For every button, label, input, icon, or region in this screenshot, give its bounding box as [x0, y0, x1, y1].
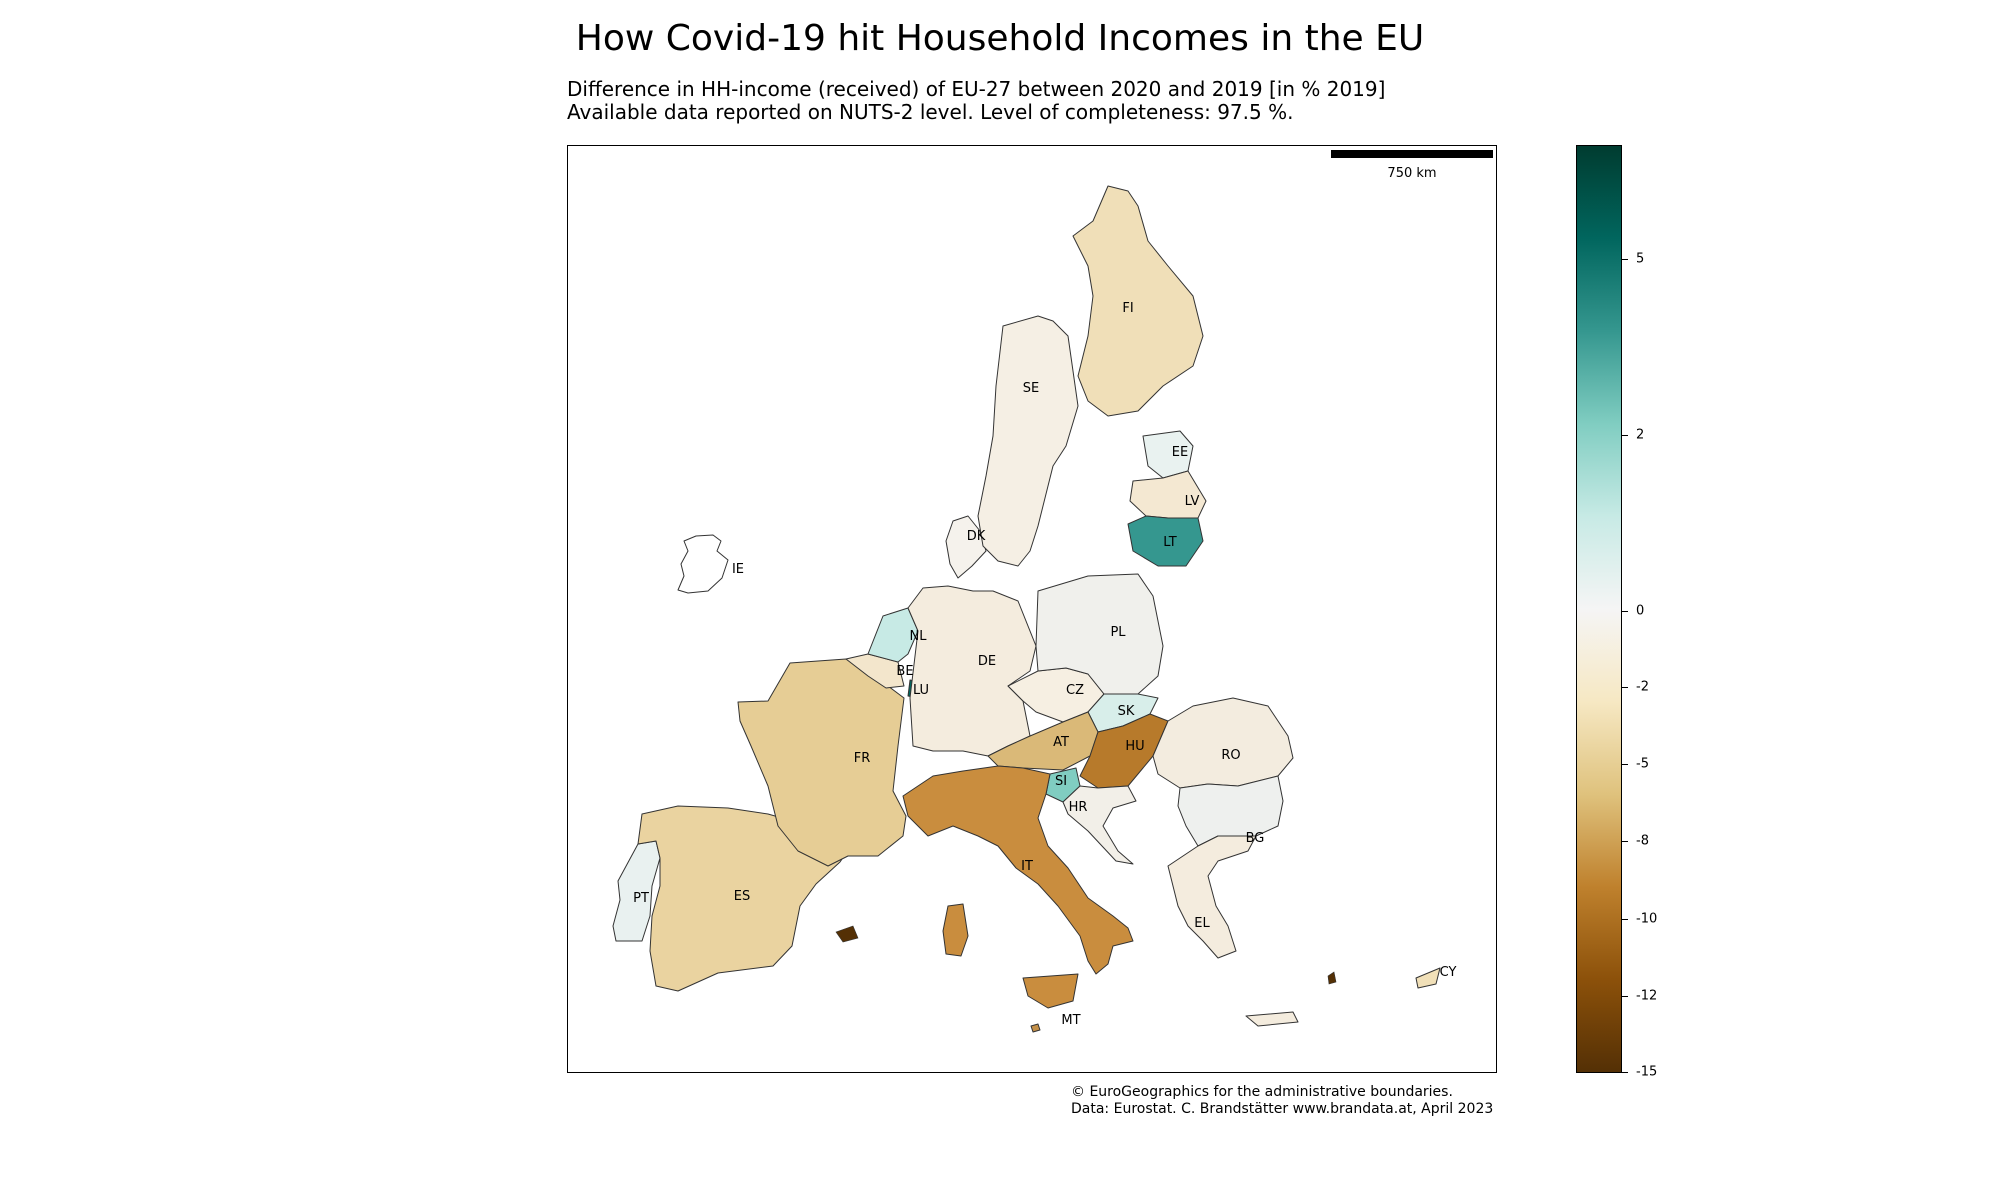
country-FI[interactable] — [1072, 185, 1204, 417]
label-LV: LV — [1185, 494, 1200, 509]
country-IE[interactable] — [677, 534, 729, 594]
label-AT: AT — [1053, 735, 1069, 750]
label-CY: CY — [1440, 965, 1457, 980]
label-BG: BG — [1246, 831, 1265, 846]
label-MT: MT — [1061, 1013, 1080, 1028]
colorbar-label: -2 — [1636, 679, 1649, 695]
colorbar-tick — [1622, 259, 1628, 260]
colorbar-label: -12 — [1636, 988, 1658, 1004]
label-NL: NL — [910, 629, 928, 644]
label-RO: RO — [1221, 748, 1240, 763]
label-EL: EL — [1194, 916, 1210, 931]
label-IT: IT — [1021, 859, 1033, 874]
label-PT: PT — [633, 891, 649, 906]
island-balearic — [835, 925, 859, 943]
scale-bar-label: 750 km — [1387, 166, 1436, 181]
label-DK: DK — [967, 529, 986, 544]
credits-line-1: © EuroGeographics for the administrative… — [1071, 1084, 1453, 1100]
country-IT[interactable] — [902, 765, 1134, 975]
country-IT-sicily[interactable] — [1022, 973, 1079, 1009]
country-BG[interactable] — [1177, 775, 1284, 847]
country-IT-sardinia[interactable] — [942, 903, 969, 957]
label-LT: LT — [1163, 535, 1176, 550]
eu-map[interactable]: 750 km — [568, 146, 1497, 1073]
colorbar-label: -10 — [1636, 911, 1658, 927]
colorbar-tick — [1622, 687, 1628, 688]
colorbar-tick — [1622, 841, 1628, 842]
credits-line-2: Data: Eurostat. C. Brandstätter www.bran… — [1071, 1101, 1494, 1117]
colorbar-tick — [1622, 1072, 1628, 1073]
label-SI: SI — [1055, 774, 1067, 789]
colorbar-label: -15 — [1636, 1064, 1658, 1080]
colorbar-tick — [1622, 611, 1628, 612]
label-BE: BE — [896, 664, 913, 679]
label-FI: FI — [1122, 301, 1133, 316]
country-LT[interactable] — [1127, 515, 1204, 567]
country-DK[interactable] — [945, 515, 987, 579]
label-PL: PL — [1110, 625, 1126, 640]
label-IE: IE — [732, 562, 744, 577]
colorbar-label: -8 — [1636, 833, 1649, 849]
colorbar-label: 0 — [1636, 603, 1645, 619]
colorbar-tick — [1622, 996, 1628, 997]
country-MT[interactable] — [1030, 1023, 1041, 1033]
colorbar-label: 5 — [1636, 251, 1645, 267]
credits: © EuroGeographics for the administrative… — [1071, 1084, 1493, 1118]
country-PL[interactable] — [1035, 573, 1164, 695]
label-EE: EE — [1172, 445, 1188, 460]
colorbar-tick — [1622, 764, 1628, 765]
label-CZ: CZ — [1066, 683, 1084, 698]
label-DE: DE — [978, 654, 996, 669]
scale-bar — [1331, 150, 1493, 158]
label-HU: HU — [1125, 739, 1144, 754]
country-HU[interactable] — [1079, 713, 1169, 789]
country-DE[interactable] — [907, 585, 1037, 757]
map-frame[interactable]: 750 km — [567, 145, 1497, 1073]
country-HR[interactable] — [1062, 785, 1137, 865]
colorbar-tick — [1622, 919, 1628, 920]
label-HR: HR — [1069, 800, 1088, 815]
colorbar-label: -5 — [1636, 756, 1649, 772]
island-aegean — [1327, 971, 1337, 985]
country-CY[interactable] — [1415, 967, 1441, 989]
label-LU: LU — [913, 683, 929, 698]
subtitle-line-1: Difference in HH-income (received) of EU… — [567, 77, 1386, 101]
label-FR: FR — [854, 751, 871, 766]
colorbar-label: 2 — [1636, 427, 1645, 443]
label-ES: ES — [734, 889, 750, 904]
map-subtitle: Difference in HH-income (received) of EU… — [567, 78, 1385, 124]
map-title: How Covid-19 hit Household Incomes in th… — [575, 18, 1425, 59]
colorbar — [1576, 145, 1622, 1073]
country-EL-crete[interactable] — [1245, 1011, 1299, 1027]
country-EL[interactable] — [1167, 835, 1257, 959]
subtitle-line-2: Available data reported on NUTS-2 level.… — [567, 100, 1294, 124]
label-SE: SE — [1023, 381, 1039, 396]
label-SK: SK — [1118, 704, 1135, 719]
country-RO[interactable] — [1152, 697, 1294, 789]
colorbar-tick — [1622, 435, 1628, 436]
country-SE[interactable] — [977, 315, 1079, 567]
